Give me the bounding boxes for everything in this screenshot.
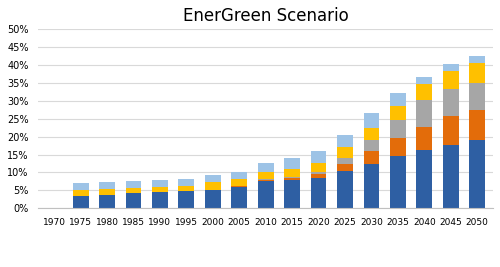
Bar (258, 163, 274, 172)
Bar (470, 63, 485, 83)
Bar (390, 105, 406, 120)
Bar (178, 191, 194, 208)
Bar (337, 158, 353, 163)
Bar (205, 182, 220, 190)
Bar (470, 83, 485, 110)
Bar (416, 77, 432, 84)
Bar (205, 175, 220, 182)
Bar (443, 116, 458, 144)
Bar (205, 190, 220, 208)
Bar (258, 172, 274, 179)
Bar (99, 182, 115, 189)
Bar (470, 56, 485, 63)
Bar (284, 169, 300, 177)
Bar (152, 180, 168, 187)
Bar (126, 188, 142, 193)
Bar (232, 172, 247, 179)
Bar (443, 89, 458, 116)
Bar (258, 180, 274, 181)
Bar (364, 113, 380, 128)
Bar (284, 177, 300, 178)
Bar (99, 189, 115, 195)
Bar (310, 151, 326, 163)
Bar (364, 163, 380, 208)
Bar (390, 120, 406, 138)
Title: EnerGreen Scenario: EnerGreen Scenario (183, 7, 348, 25)
Bar (416, 100, 432, 127)
Bar (258, 179, 274, 180)
Bar (152, 187, 168, 192)
Bar (72, 183, 88, 190)
Bar (364, 128, 380, 140)
Bar (337, 163, 353, 171)
Bar (284, 180, 300, 208)
Bar (337, 135, 353, 147)
Bar (232, 179, 247, 186)
Bar (284, 178, 300, 180)
Bar (310, 178, 326, 208)
Bar (390, 93, 406, 105)
Bar (284, 158, 300, 169)
Bar (126, 181, 142, 188)
Bar (178, 186, 194, 191)
Bar (416, 150, 432, 208)
Bar (99, 195, 115, 208)
Bar (470, 110, 485, 140)
Bar (443, 144, 458, 208)
Bar (443, 64, 458, 71)
Bar (72, 196, 88, 208)
Bar (126, 193, 142, 208)
Bar (364, 140, 380, 151)
Bar (310, 174, 326, 178)
Bar (232, 186, 247, 187)
Bar (178, 179, 194, 186)
Bar (310, 172, 326, 174)
Bar (337, 171, 353, 208)
Bar (390, 138, 406, 156)
Bar (337, 147, 353, 158)
Bar (364, 151, 380, 163)
Bar (152, 192, 168, 208)
Bar (470, 140, 485, 208)
Bar (232, 187, 247, 208)
Bar (416, 84, 432, 100)
Bar (416, 127, 432, 150)
Bar (310, 163, 326, 172)
Bar (258, 181, 274, 208)
Bar (443, 71, 458, 89)
Bar (390, 156, 406, 208)
Legend: Biomass, Wind, Solar, Hydro, Other RES: Biomass, Wind, Solar, Hydro, Other RES (120, 264, 412, 267)
Bar (72, 190, 88, 196)
